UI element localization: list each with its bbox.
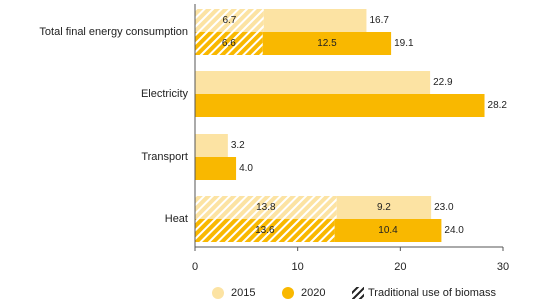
- biomass-bar: [195, 32, 263, 55]
- value-label: 28.2: [488, 100, 508, 111]
- total-label: 23.0: [434, 202, 454, 213]
- bar: [263, 9, 367, 32]
- biomass-label: 13.6: [255, 225, 275, 236]
- value-label: 3.2: [231, 140, 245, 151]
- value-label: 4.0: [239, 163, 253, 174]
- total-label: 19.1: [394, 38, 414, 49]
- bar: [195, 157, 237, 180]
- biomass-bar: [195, 196, 337, 219]
- category-label: Total final energy consumption: [39, 26, 188, 38]
- value-label: 22.9: [433, 77, 453, 88]
- x-tick-label: 20: [394, 261, 406, 273]
- legend-label: 2015: [231, 287, 255, 299]
- category-label: Heat: [165, 213, 188, 225]
- total-label: 24.0: [444, 225, 464, 236]
- x-tick-label: 0: [192, 261, 198, 273]
- biomass-bar: [195, 219, 335, 242]
- x-tick-label: 30: [497, 261, 509, 273]
- value-label: 12.5: [317, 38, 337, 49]
- biomass-bar: [195, 9, 264, 32]
- biomass-label: 13.8: [256, 202, 276, 213]
- legend-label: 2020: [301, 287, 325, 299]
- legend-swatch: [212, 287, 224, 299]
- bar: [195, 94, 485, 117]
- value-label: 10.4: [378, 225, 398, 236]
- total-label: 16.7: [369, 15, 389, 26]
- bar: [195, 134, 228, 157]
- category-label: Electricity: [141, 88, 189, 100]
- bar: [334, 219, 442, 242]
- bar: [262, 32, 392, 55]
- biomass-label: 6.6: [222, 38, 236, 49]
- category-label: Transport: [141, 151, 188, 163]
- bar: [336, 196, 432, 219]
- legend-swatch: [282, 287, 294, 299]
- biomass-label: 6.7: [222, 15, 236, 26]
- legend-swatch: [352, 287, 364, 299]
- legend-label: Traditional use of biomass: [368, 287, 496, 299]
- bar: [195, 71, 431, 94]
- value-label: 9.2: [377, 202, 391, 213]
- x-tick-label: 10: [292, 261, 304, 273]
